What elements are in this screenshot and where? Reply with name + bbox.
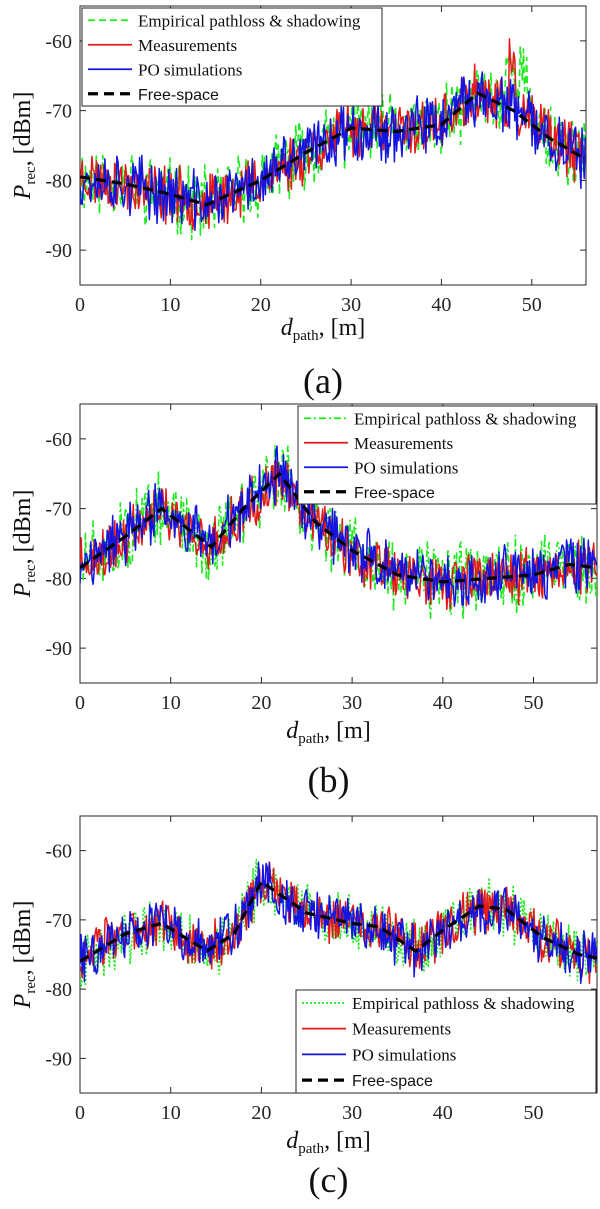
- legend-entry-label: PO simulations: [352, 1045, 456, 1064]
- y-tick-label: -70: [45, 101, 72, 123]
- series-group: [80, 444, 597, 621]
- x-tick-label: 20: [251, 1102, 271, 1124]
- x-axis-label-main: d: [286, 718, 299, 744]
- y-tick-label: -60: [45, 841, 72, 863]
- panel-caption: (a): [303, 361, 343, 401]
- legend-entry-label: Empirical pathloss & shadowing: [354, 409, 577, 428]
- y-axis-label-main: P: [10, 582, 36, 598]
- x-axis-label: dpath, [m]: [286, 1128, 370, 1157]
- x-tick-label: 0: [75, 692, 85, 714]
- x-axis-label-sub: path: [298, 731, 324, 747]
- series-group: [80, 858, 597, 988]
- legend-box: [81, 7, 383, 107]
- x-tick-label: 20: [251, 692, 271, 714]
- legend-box: [295, 989, 597, 1094]
- x-axis-label-main: d: [281, 315, 294, 341]
- x-axis-label-main: d: [286, 1128, 299, 1154]
- y-axis-label-sub: rec: [23, 564, 39, 583]
- x-tick-label: 0: [75, 294, 85, 316]
- x-tick-label: 30: [342, 692, 362, 714]
- y-tick-label: -60: [45, 31, 72, 53]
- y-tick-label: -70: [45, 910, 72, 932]
- x-axis-label-unit: , [m]: [324, 1128, 371, 1154]
- y-axis-label-unit: , [dBm]: [10, 490, 36, 565]
- series-free-space-line: [80, 471, 597, 584]
- x-tick-label: 30: [341, 294, 361, 316]
- panel-caption: (c): [309, 1160, 349, 1200]
- panel-c: 0 10 20 30 40 50 -60 -70 -80 -90 Empirical pathlos…: [10, 815, 598, 1200]
- legend-entry-label: PO simulations: [354, 458, 458, 477]
- x-tick-label: 50: [524, 692, 544, 714]
- panel-a: 0 10 20 30 40 50 -60 -70 -80 -90 Empirical pathlos…: [10, 5, 587, 401]
- x-axis-label-sub: path: [293, 328, 319, 344]
- x-tick-label: 40: [431, 294, 451, 316]
- legend-entry-label: PO simulations: [138, 60, 242, 79]
- legend-box: [297, 405, 597, 505]
- x-axis-label-unit: , [m]: [324, 718, 371, 744]
- y-tick-label: -90: [45, 240, 72, 262]
- x-tick-label: 10: [160, 294, 180, 316]
- legend-entry-label: Free-space: [138, 87, 219, 104]
- series-measurements-line: [80, 460, 597, 611]
- series-po-simulations-line: [80, 445, 597, 607]
- series-free-space-line: [80, 91, 586, 207]
- x-tick-label: 10: [161, 692, 181, 714]
- x-tick-label: 20: [251, 294, 271, 316]
- y-axis-label: Prec, [dBm]: [10, 92, 39, 201]
- y-tick-label: -80: [45, 170, 72, 192]
- x-tick-label: 50: [524, 1102, 544, 1124]
- x-tick-label: 40: [433, 1102, 453, 1124]
- legend-entry-label: Measurements: [352, 1020, 451, 1039]
- x-axis-label-sub: path: [298, 1141, 324, 1157]
- y-tick-label: -90: [45, 1048, 72, 1070]
- legend-entry-label: Free-space: [354, 485, 435, 502]
- x-axis-label: dpath, [m]: [281, 315, 365, 344]
- legend-entry-label: Measurements: [354, 434, 453, 453]
- series-po-simulations-line: [80, 861, 597, 985]
- y-tick-label: -90: [45, 638, 72, 660]
- y-tick-label: -70: [45, 499, 72, 521]
- legend: Empirical pathloss & shadowing Measuremen…: [81, 7, 383, 107]
- legend-entry-label: Empirical pathloss & shadowing: [352, 994, 575, 1013]
- legend-entry-label: Measurements: [138, 36, 237, 55]
- y-axis-label-sub: rec: [23, 975, 39, 994]
- legend-entry-label: Empirical pathloss & shadowing: [138, 11, 361, 30]
- series-free-space-line: [80, 879, 597, 963]
- y-axis-label-main: P: [10, 184, 36, 200]
- legend: Empirical pathloss & shadowing Measuremen…: [295, 989, 597, 1094]
- y-axis-label-unit: , [dBm]: [10, 92, 36, 167]
- y-tick-label: -80: [45, 568, 72, 590]
- x-tick-label: 30: [342, 1102, 362, 1124]
- panel-caption: (b): [308, 760, 350, 800]
- y-axis-label-unit: , [dBm]: [10, 901, 36, 976]
- x-tick-label: 10: [161, 1102, 181, 1124]
- x-tick-label: 0: [75, 1102, 85, 1124]
- x-tick-label: 40: [433, 692, 453, 714]
- y-axis-label-main: P: [10, 993, 36, 1009]
- legend-entry-label: Free-space: [352, 1073, 433, 1090]
- series-group: [80, 38, 586, 241]
- x-tick-label: 50: [522, 294, 542, 316]
- x-axis-label: dpath, [m]: [286, 718, 370, 747]
- y-axis-label: Prec, [dBm]: [10, 490, 39, 599]
- legend: Empirical pathloss & shadowing Measuremen…: [297, 405, 597, 505]
- y-axis-label: Prec, [dBm]: [10, 901, 39, 1010]
- y-axis-label-sub: rec: [23, 166, 39, 185]
- x-axis-label-unit: , [m]: [319, 315, 366, 341]
- panel-b: 0 10 20 30 40 50 -60 -70 -80 -90 Empirical pathlos…: [10, 403, 598, 800]
- y-tick-label: -80: [45, 979, 72, 1001]
- y-tick-label: -60: [45, 429, 72, 451]
